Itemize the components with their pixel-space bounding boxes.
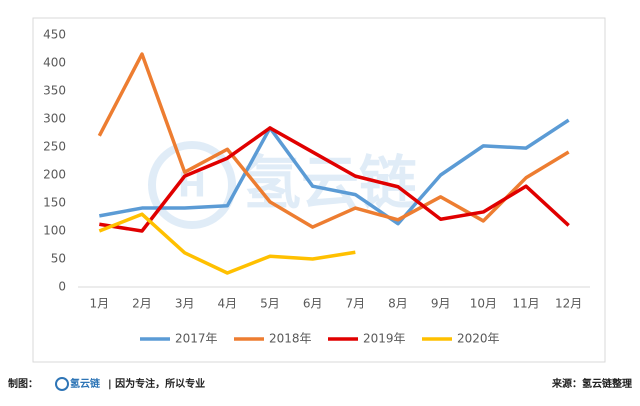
- series-line: [98, 212, 356, 275]
- y-tick-label: 50: [51, 252, 66, 266]
- y-tick-label: 150: [43, 196, 66, 210]
- chart-frame: [32, 17, 606, 363]
- legend-label: 2019年: [363, 332, 406, 346]
- x-tick-label: 4月: [218, 297, 238, 311]
- y-tick-label: 300: [43, 112, 66, 126]
- legend-label: 2017年: [175, 332, 218, 346]
- y-tick-label: 0: [58, 280, 66, 294]
- watermark-logo: H: [148, 141, 236, 229]
- y-tick-label: 450: [43, 28, 66, 42]
- x-tick-label: 7月: [346, 297, 366, 311]
- x-tick-label: 12月: [555, 297, 582, 311]
- legend-label: 2018年: [269, 332, 312, 346]
- x-tick-label: 5月: [260, 297, 280, 311]
- watermark: 氢云链: [243, 149, 417, 217]
- footer-slogan: | 因为专注，所以专业: [108, 377, 205, 390]
- x-tick-label: 11月: [512, 297, 539, 311]
- x-tick-label: 8月: [388, 297, 408, 311]
- series-line: [99, 126, 570, 233]
- x-tick-label: 2月: [132, 297, 152, 311]
- y-tick-label: 350: [43, 84, 66, 98]
- footer-brand: 氢云链: [70, 377, 101, 390]
- x-tick-label: 9月: [431, 297, 451, 311]
- series-line: [99, 118, 570, 226]
- y-tick-label: 250: [43, 140, 66, 154]
- x-tick-label: 3月: [175, 297, 195, 311]
- footer-logo: [55, 377, 69, 391]
- footer-source: 来源：氢云链整理: [551, 377, 632, 390]
- x-tick-label: 10月: [470, 297, 497, 311]
- y-tick-label: 200: [43, 168, 66, 182]
- x-tick-label: 1月: [90, 297, 110, 311]
- y-tick-label: 100: [43, 224, 66, 238]
- x-tick-label: 6月: [303, 297, 323, 311]
- legend-label: 2020年: [457, 332, 500, 346]
- series-line: [97, 52, 570, 229]
- footer-left: 制图：: [8, 377, 38, 390]
- y-tick-label: 400: [43, 56, 66, 70]
